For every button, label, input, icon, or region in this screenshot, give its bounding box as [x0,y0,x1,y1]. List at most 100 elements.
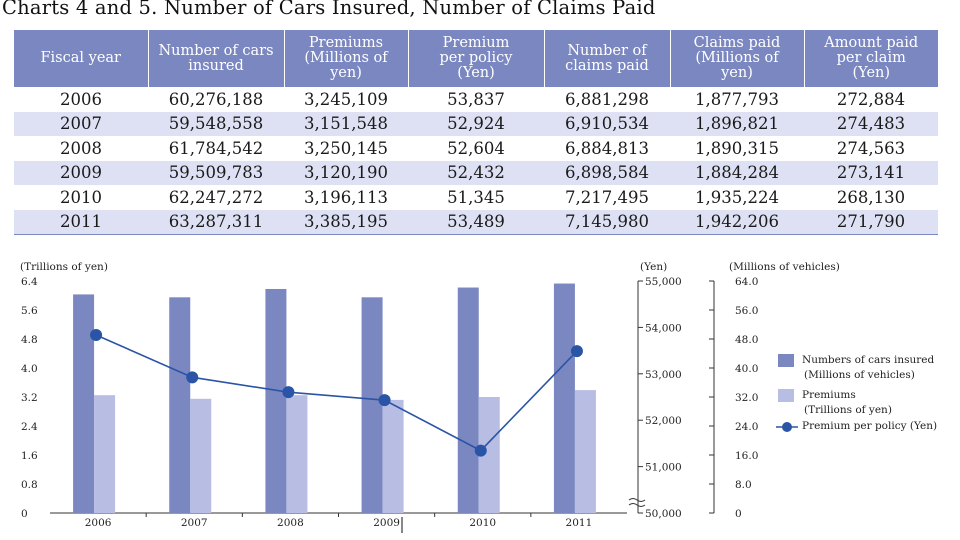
table-cell: 6,881,298 [565,89,649,109]
left-tick-label: 5.6 [21,305,38,317]
table-cell: 7,145,980 [544,209,670,235]
table-cell: 52,432 [408,160,544,185]
table-cell: 52,604 [447,138,505,158]
left-tick-label: 4.0 [21,363,38,375]
table-row: 2007 59,548,558 3,151,548 52,924 6,910,534 1,… [14,111,938,136]
bar-cars-insured [457,287,479,513]
table-cell: 59,509,783 [148,160,284,185]
table-row: 2009 59,509,783 3,120,190 52,432 6,898,584 1,… [14,160,938,185]
header-text: Fiscal year [40,50,121,66]
table-cell: 272,884 [836,89,906,109]
table-cell: 271,790 [804,209,938,235]
vehicles-tick-label: 32.0 [735,392,758,404]
table-cell: 1,896,821 [670,111,804,136]
table-header-cell: Premiums (Millions of yen) [283,30,408,87]
yen-tick-label: 53,000 [645,369,682,381]
table-header-cell: Number of cars insured [147,30,284,87]
x-tick-label: 2007 [181,517,208,529]
table-cell: 3,385,195 [284,209,408,235]
header-text: yen) [721,65,753,81]
bar-premiums [94,395,116,513]
x-tick-label: 2006 [85,517,112,529]
table-cell: 6,898,584 [544,160,670,185]
table-cell: 61,784,542 [168,138,264,158]
yen-tick-label: 52,000 [645,415,682,427]
axis-break-mark [628,498,646,507]
vehicles-tick-label: 64.0 [735,276,758,288]
table-cell: 53,489 [408,209,544,235]
table-cell: 3,151,548 [284,111,408,136]
table-header-cell: Number of claims paid [543,30,670,87]
table-cell: 51,345 [447,187,505,207]
premium-per-policy-point [378,394,391,407]
table-cell-year: 2010 [60,187,102,207]
premium-per-policy-point [90,328,103,341]
table-cell: 1,890,315 [695,138,779,158]
header-text: insured [188,57,244,74]
chart-axes: 0 0.8 1.6 2.4 3.2 4.0 4.8 5.6 6.4 (Trillions of y… [20,261,840,533]
table-cell: 274,563 [836,138,906,158]
bar-cars-insured [265,288,287,513]
bar-premiums [382,399,404,513]
table-cell: 1,884,284 [670,160,804,185]
header-text: Amount paid [824,35,919,51]
legend-label: Premiums [802,389,856,401]
premium-per-policy-point [570,345,583,358]
table-cell: 3,250,145 [304,138,388,158]
header-text: Premiums [308,35,384,51]
table-cell: 1,877,793 [695,89,779,109]
legend-label: (Millions of vehicles) [804,369,915,381]
table-header-cell: Claims paid (Millions of yen) [669,30,804,87]
header-text: (Millions of [695,50,779,66]
table-cell: 3,196,113 [304,187,388,207]
bar-cars-insured [361,297,383,513]
vehicles-tick-label: 16.0 [735,450,758,462]
table-cell: 52,924 [408,111,544,136]
yen-tick-label: 50,000 [645,508,682,520]
table-cell: 268,130 [836,187,906,207]
bar-premiums [574,390,596,513]
header-text: Number of cars [158,42,274,59]
table-row: 2010 62,247,272 3,196,113 51,345 7,217,495 1,… [14,185,938,210]
bar-premiums [286,395,308,513]
table-cell: 6,884,813 [565,138,649,158]
table-header-cell: Premium per policy (Yen) [407,30,544,87]
table-cell-year: 2011 [14,209,148,235]
left-tick-label: 4.8 [21,334,38,346]
vehicles-tick-label: 40.0 [735,363,758,375]
vehicles-tick-label: 48.0 [735,334,758,346]
table-cell: 59,548,558 [148,111,284,136]
premium-per-policy-point [474,444,487,457]
table-header-row: Fiscal year Number of cars insured Premiums… [14,30,938,87]
left-tick-label: 2.4 [21,421,38,433]
table-cell-year: 2007 [14,111,148,136]
yen-tick-label: 51,000 [645,462,682,474]
vehicles-axis-title: (Millions of vehicles) [729,261,840,273]
table-row: 2006 60,276,188 3,245,109 53,837 6,881,298 1,… [14,87,938,112]
bar-premiums [190,398,212,513]
x-tick-label: 2010 [469,517,496,529]
table-row: 2011 63,287,311 3,385,195 53,489 7,145,980 1,… [14,209,938,235]
header-text: (Yen) [457,65,495,81]
yen-tick-label: 55,000 [645,276,682,288]
legend-label: (Trillions of yen) [804,404,892,416]
table-header-cell: Fiscal year [14,30,148,87]
table-cell-year: 2008 [60,138,102,158]
left-tick-label: 0 [21,508,28,520]
table-row: 2008 61,784,542 3,250,145 52,604 6,884,813 1,… [14,136,938,161]
header-text: Claims paid [693,35,781,51]
yen-axis-title: (Yen) [640,261,667,273]
table-cell: 3,120,190 [284,160,408,185]
header-text: per claim [836,50,906,66]
chart-bars [73,283,596,513]
table-cell: 1,942,206 [670,209,804,235]
table-cell: 1,935,224 [695,187,779,207]
left-axis-title: (Trillions of yen) [20,261,108,273]
bar-cars-insured [169,297,191,513]
premium-per-policy-point [186,371,199,384]
left-tick-label: 1.6 [21,450,38,462]
header-text: per policy [439,50,513,66]
table-cell-year: 2006 [60,89,102,109]
header-text: (Yen) [852,65,891,81]
header-text: claims paid [565,57,649,74]
